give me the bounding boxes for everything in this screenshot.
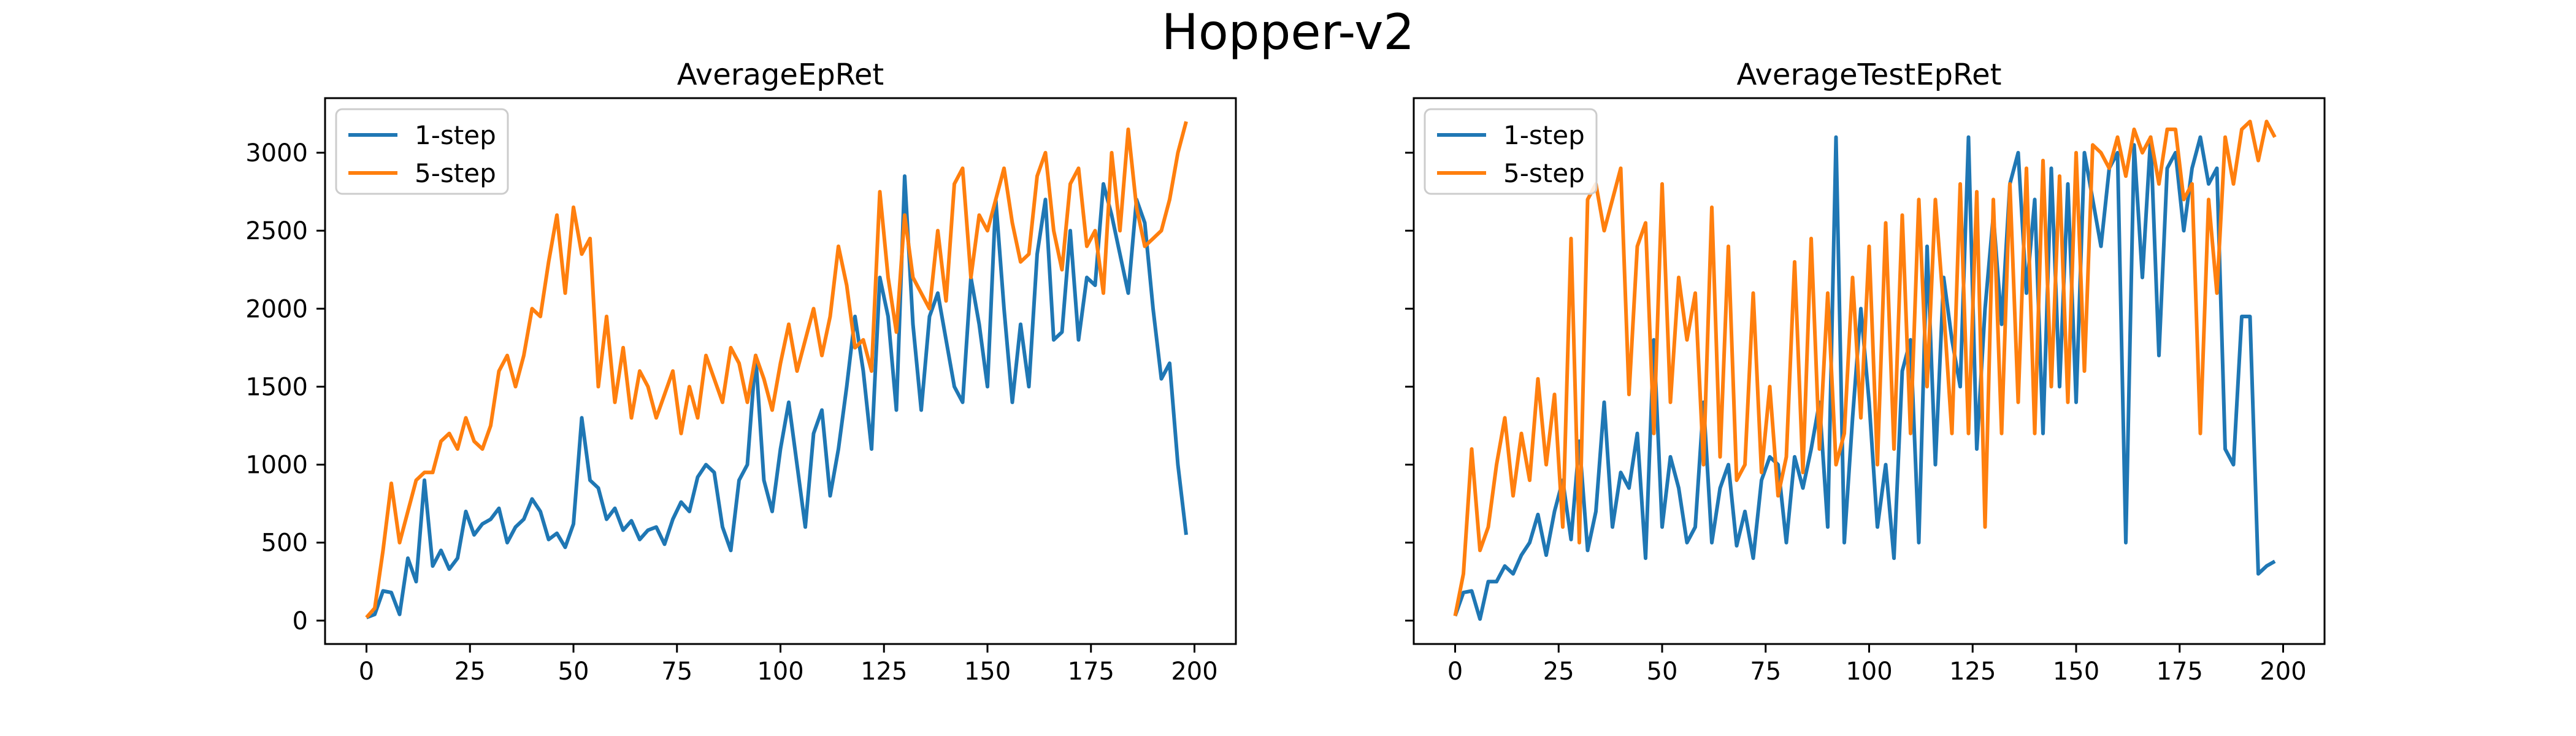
y-tick-label: 3000 xyxy=(245,139,308,167)
y-tick-label: 2500 xyxy=(245,217,308,245)
x-tick-label: 200 xyxy=(2260,657,2306,686)
y-tick-label: 1000 xyxy=(245,451,308,480)
legend-label: 1-step xyxy=(415,120,496,150)
series-line-5-step xyxy=(365,121,1188,619)
x-tick-label: 75 xyxy=(661,657,692,686)
legend-label: 5-step xyxy=(415,158,496,188)
x-tick-label: 175 xyxy=(1068,657,1114,686)
y-tick-label: 2000 xyxy=(245,295,308,323)
x-tick-label: 25 xyxy=(454,657,486,686)
subplot-title: AverageEpRet xyxy=(677,58,884,92)
y-tick-label: 1500 xyxy=(245,373,308,401)
x-tick-label: 50 xyxy=(558,657,589,686)
y-tick-label: 0 xyxy=(293,607,308,635)
x-tick-label: 175 xyxy=(2156,657,2203,686)
x-tick-label: 125 xyxy=(861,657,907,686)
y-tick-label: 500 xyxy=(261,529,308,558)
x-tick-label: 50 xyxy=(1647,657,1678,686)
x-tick-label: 100 xyxy=(757,657,803,686)
series-line-1-step xyxy=(366,174,1188,619)
x-tick-label: 200 xyxy=(1171,657,1217,686)
legend-label: 5-step xyxy=(1503,158,1585,188)
x-tick-label: 150 xyxy=(2053,657,2099,686)
subplot-2: AverageTestEpRet 0 25 50 75 100 125 150 175 200 1-… xyxy=(1405,58,2326,686)
x-tick-label: 25 xyxy=(1543,657,1574,686)
figure-title: Hopper-v2 xyxy=(1162,4,1415,61)
x-tick-label: 100 xyxy=(1846,657,1892,686)
legend: 1-step 5-step xyxy=(335,108,509,195)
x-tick-label: 150 xyxy=(964,657,1011,686)
x-tick-label: 0 xyxy=(1447,657,1463,686)
subplot-title: AverageTestEpRet xyxy=(1737,58,2002,92)
x-tick-label: 0 xyxy=(359,657,374,686)
legend: 1-step 5-step xyxy=(1424,108,1598,195)
x-tick-label: 125 xyxy=(1949,657,1996,686)
x-tick-label: 75 xyxy=(1750,657,1781,686)
legend-label: 1-step xyxy=(1503,120,1585,150)
series-line-1-step xyxy=(1453,135,2276,621)
